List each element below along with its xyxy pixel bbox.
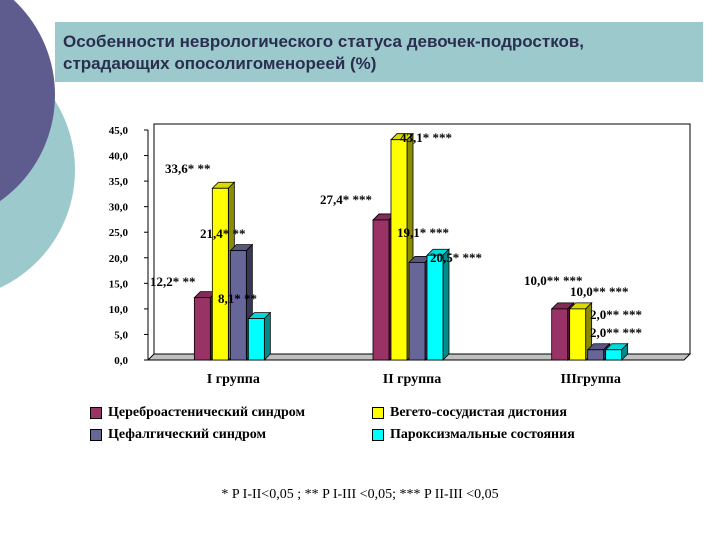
data-label: 12,2* ** xyxy=(150,274,196,289)
legend-label: Пароксизмальные состояния xyxy=(390,427,575,442)
slide-title-line-1: Особенности неврологического статуса дев… xyxy=(63,32,585,51)
y-tick-label: 20,0 xyxy=(109,253,129,265)
data-label: 10,0** *** xyxy=(570,284,629,299)
bar xyxy=(229,250,247,361)
bar-chart: 0,0 5,0 10,0 15,0 20,0 25,0 30,0 35,0 40,0 45,0 I … xyxy=(109,123,692,387)
bar xyxy=(587,349,605,361)
data-label: 21,4* ** xyxy=(200,226,246,241)
data-label: 10,0** *** xyxy=(524,273,583,288)
bar xyxy=(551,308,569,361)
legend-label: Вегето-сосудистая дистония xyxy=(390,405,567,420)
legend-swatch xyxy=(90,407,102,419)
legend-swatch xyxy=(90,429,102,441)
data-label: 2,0** *** xyxy=(590,307,642,322)
legend-swatch xyxy=(372,407,384,419)
bar xyxy=(408,261,426,361)
bar-side xyxy=(442,248,450,361)
y-tick-label: 25,0 xyxy=(109,227,129,239)
legend-item: Вегето-сосудистая дистония xyxy=(372,405,567,421)
bar xyxy=(211,187,229,361)
y-tick-label: 10,0 xyxy=(109,304,129,316)
bar xyxy=(372,219,390,361)
bar xyxy=(247,318,265,361)
decor-circle-dark xyxy=(0,0,55,202)
y-tick-label: 30,0 xyxy=(109,202,129,214)
legend-label: Цереброастенический синдром xyxy=(108,405,306,420)
bar xyxy=(390,139,408,361)
data-label: 8,1* ** xyxy=(218,291,257,306)
bar xyxy=(569,308,587,361)
y-tick-label: 40,0 xyxy=(109,151,129,163)
data-label: 19,1* *** xyxy=(397,225,449,240)
data-label: 2,0** *** xyxy=(590,325,642,340)
y-tick-label: 15,0 xyxy=(109,278,129,290)
slide-title-line-2: страдающих опосолигоменореей (%) xyxy=(63,54,377,73)
bar xyxy=(605,349,623,361)
slide-title: Особенности неврологического статуса дев… xyxy=(55,22,703,82)
bar-side xyxy=(263,311,271,361)
y-tick-label: 45,0 xyxy=(109,125,129,137)
category-label: I группа xyxy=(207,372,260,387)
legend-item: Пароксизмальные состояния xyxy=(372,427,575,443)
legend-item: Цефалгический синдром xyxy=(90,427,266,443)
legend-item: Цереброастенический синдром xyxy=(90,405,305,421)
legend-swatch xyxy=(372,429,384,441)
legend-label: Цефалгический синдром xyxy=(108,427,267,442)
data-label: 20,5* *** xyxy=(430,250,482,265)
data-label: 27,4* *** xyxy=(320,192,372,207)
data-label: 33,6* ** xyxy=(165,161,211,176)
y-tick-label: 35,0 xyxy=(109,176,129,188)
data-label: 43,1* *** xyxy=(400,130,452,145)
category-label: IIIгруппа xyxy=(560,372,620,387)
significance-footnote: * P I-II<0,05 ; ** P I-III <0,05; *** P … xyxy=(221,487,499,502)
y-tick-label: 5,0 xyxy=(114,329,128,341)
y-tick-label: 0,0 xyxy=(114,355,128,367)
category-label: II группа xyxy=(383,372,442,387)
bar xyxy=(426,254,444,361)
bar xyxy=(193,297,211,361)
